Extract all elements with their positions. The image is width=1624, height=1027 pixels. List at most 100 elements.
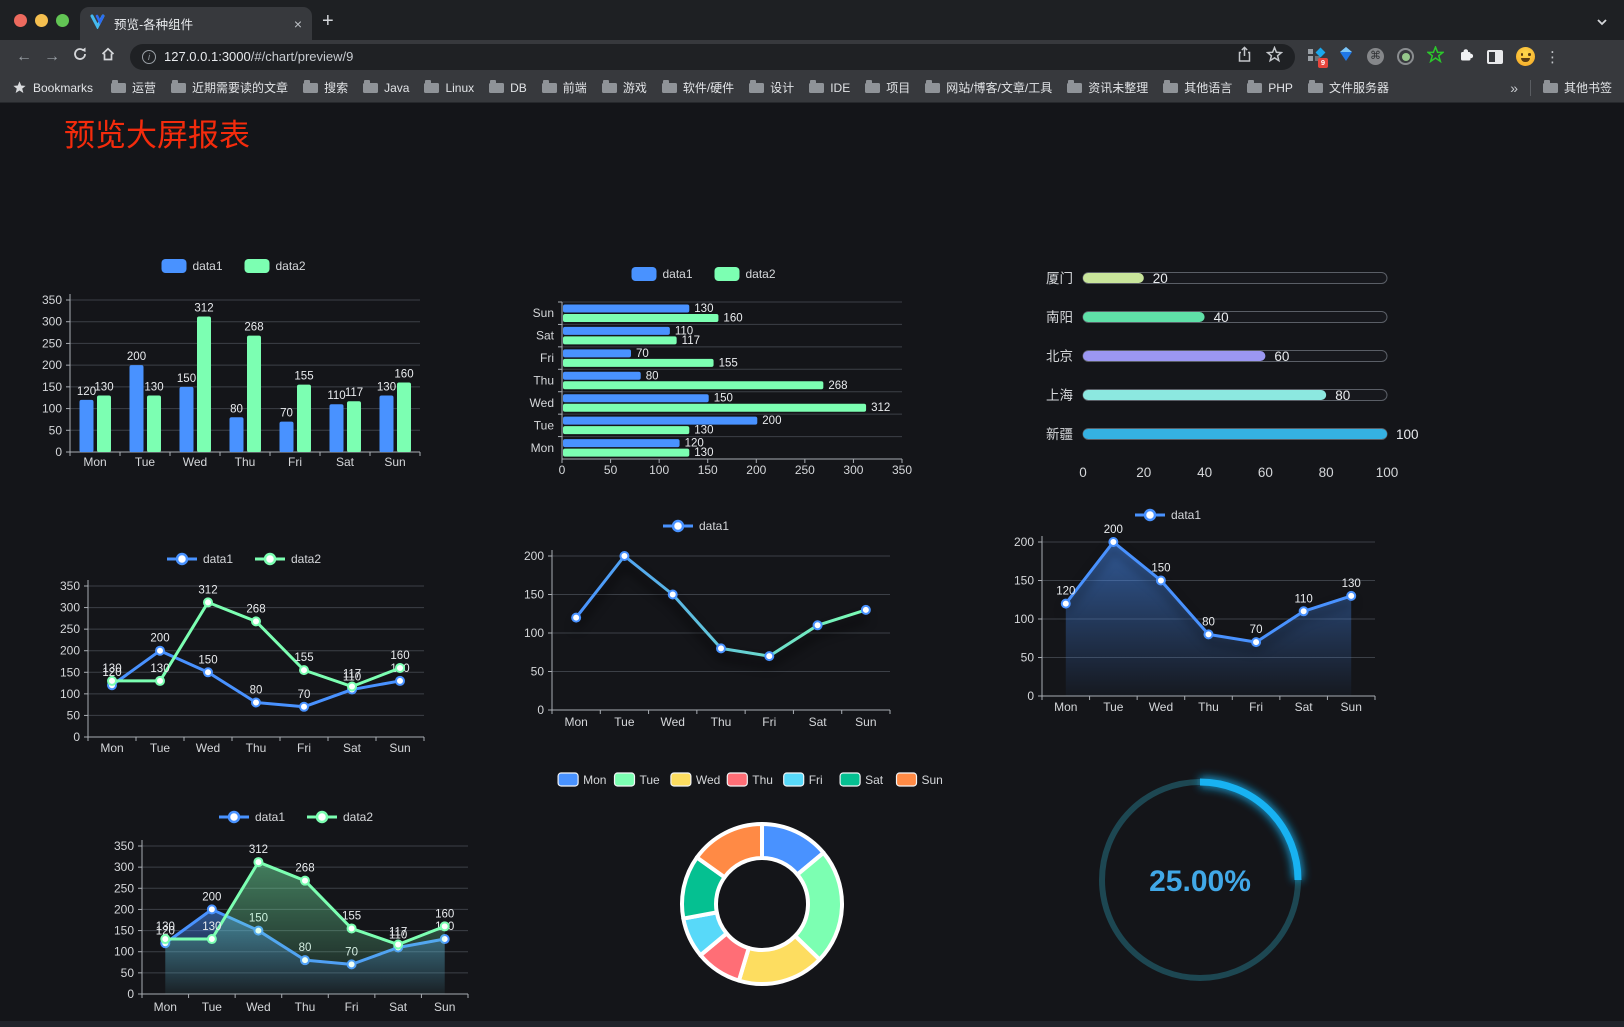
svg-text:130: 130: [1342, 578, 1361, 590]
bookmark-item[interactable]: 设计: [749, 79, 794, 96]
bookmark-item[interactable]: 运营: [111, 79, 156, 96]
bookmark-item[interactable]: 网站/博客/文章/工具: [925, 79, 1052, 96]
legend-item-data1[interactable]: data1: [161, 259, 223, 273]
svg-text:150: 150: [198, 654, 217, 666]
record-extension-icon[interactable]: [1397, 48, 1414, 65]
svg-text:150: 150: [60, 665, 80, 679]
bookmark-star-icon[interactable]: [1265, 45, 1284, 68]
chart-grouped-bar[interactable]: data1 data2 0 50 100 150 200 250 300 350 Mon Tue Wed…: [38, 244, 433, 476]
legend-item-Wed[interactable]: Wed: [670, 772, 720, 787]
extensions-puzzle-icon[interactable]: [1457, 46, 1474, 68]
legend-item-data2[interactable]: data2: [714, 267, 776, 281]
svg-text:200: 200: [1104, 524, 1123, 536]
svg-text:70: 70: [1250, 624, 1263, 636]
chart-progress-bars[interactable]: 厦门 20 南阳 40 北京 60 上海 80 新疆 100 0 20 40 60 80 100: [1040, 254, 1430, 489]
new-tab-button[interactable]: +: [322, 10, 334, 32]
chart-horizontal-bar[interactable]: data1 data2 Sun Sat Fri Thu Wed Tue Mon 0 50 100 150…: [503, 252, 912, 480]
side-panel-icon[interactable]: [1487, 49, 1503, 64]
bookmark-item[interactable]: Linux: [424, 80, 474, 95]
folder-icon: [1542, 80, 1558, 93]
svg-text:Mon: Mon: [531, 441, 554, 455]
chart-line-two-series[interactable]: data1 data2 0 50 100 150 200 250 300 350 Mon Tue Wed…: [56, 544, 436, 766]
svg-text:0: 0: [1079, 465, 1087, 480]
page-title: 预览大屏报表: [64, 118, 250, 153]
legend-item-data1[interactable]: data1: [631, 267, 693, 281]
bookmark-item[interactable]: 项目: [865, 79, 910, 96]
legend-item-data1[interactable]: data1: [167, 552, 233, 566]
legend-item-data2[interactable]: data2: [307, 810, 373, 824]
bookmarks-root[interactable]: Bookmarks: [12, 80, 93, 95]
gem-extension-icon[interactable]: [1338, 46, 1354, 67]
chart-gauge[interactable]: 25.00%: [1090, 769, 1310, 994]
bookmark-item[interactable]: Java: [363, 80, 409, 95]
chart-line-area-two[interactable]: data1 data2 0 50 100 150 200 250 300 350 Mon Tue Wed…: [108, 799, 488, 1027]
tab-close-icon[interactable]: ×: [293, 15, 302, 32]
svg-text:北京: 北京: [1046, 349, 1073, 364]
svg-text:data1: data1: [193, 259, 223, 273]
svg-text:data2: data2: [343, 810, 373, 824]
share-icon[interactable]: [1237, 45, 1252, 68]
site-info-icon[interactable]: i: [142, 49, 156, 64]
bookmark-item[interactable]: 游戏: [601, 79, 647, 96]
url-bar[interactable]: i 127.0.0.1:3000/#/chart/preview/9: [130, 43, 1295, 70]
bookmark-item[interactable]: 其他语言: [1163, 79, 1232, 96]
chart-doughnut[interactable]: Mon Tue Wed Thu Fri Sat Sun: [545, 744, 955, 994]
bookmark-item[interactable]: 资讯未整理: [1067, 79, 1148, 96]
chevron-down-icon[interactable]: [1596, 13, 1608, 31]
profile-avatar[interactable]: [1516, 47, 1535, 66]
svg-text:80: 80: [230, 403, 243, 415]
other-bookmarks[interactable]: 其他书签: [1542, 79, 1612, 96]
chart-line-gradient[interactable]: data1 0 50 100 150 200 Mon Tue Wed Thu Fri Sat Sun: [498, 497, 898, 737]
svg-text:155: 155: [294, 371, 313, 383]
svg-text:200: 200: [762, 415, 781, 427]
star-icon: [13, 81, 26, 93]
legend-item-Sun[interactable]: Sun: [895, 772, 943, 787]
svg-text:155: 155: [342, 910, 361, 922]
bookmark-item[interactable]: 近期需要读的文章: [171, 79, 288, 96]
folder-icon: [111, 80, 127, 93]
bookmark-item[interactable]: 软件/硬件: [661, 79, 734, 96]
back-button[interactable]: ←: [16, 47, 32, 65]
bookmark-item[interactable]: IDE: [809, 80, 850, 95]
zoom-window-button[interactable]: [56, 14, 69, 27]
legend-item-Thu[interactable]: Thu: [726, 772, 773, 787]
grid-extension-icon[interactable]: 9: [1307, 47, 1328, 68]
bookmark-item[interactable]: 前端: [541, 79, 587, 96]
svg-text:Thu: Thu: [533, 374, 554, 388]
command-extension-icon[interactable]: ⌘: [1367, 48, 1384, 65]
folder-icon: [171, 80, 187, 93]
forward-button[interactable]: →: [44, 47, 60, 65]
bookmark-item[interactable]: DB: [489, 80, 527, 95]
legend-item-Mon[interactable]: Mon: [557, 772, 606, 787]
svg-text:data1: data1: [699, 519, 729, 533]
legend-item-Tue[interactable]: Tue: [613, 772, 661, 787]
bookmark-item[interactable]: 搜索: [303, 79, 348, 96]
bookmarks-overflow-chevron[interactable]: »: [1510, 79, 1518, 96]
legend-item-data2[interactable]: data2: [255, 552, 321, 566]
svg-text:80: 80: [1319, 465, 1334, 480]
reload-button[interactable]: [66, 46, 94, 67]
tab-title: 预览-各种组件: [114, 18, 194, 32]
bookmark-item[interactable]: PHP: [1247, 80, 1293, 95]
legend-item-data1[interactable]: data1: [219, 810, 285, 824]
minimize-window-button[interactable]: [35, 14, 48, 27]
legend-item-data1[interactable]: data1: [663, 519, 729, 533]
svg-text:80: 80: [1335, 388, 1350, 403]
legend-item-Fri[interactable]: Fri: [783, 772, 823, 787]
home-button[interactable]: [94, 46, 122, 67]
green-star-extension-icon[interactable]: [1425, 44, 1446, 68]
chart-line-area[interactable]: data1 0 50 100 150 200 Mon Tue Wed Thu Fri Sat Sun 12…: [960, 489, 1380, 734]
svg-text:250: 250: [42, 336, 62, 350]
close-window-button[interactable]: [14, 14, 27, 27]
menu-kebab-icon[interactable]: ⋮: [1545, 48, 1560, 66]
svg-text:130: 130: [694, 425, 713, 437]
bookmark-item[interactable]: 文件服务器: [1307, 79, 1389, 96]
svg-text:200: 200: [127, 351, 146, 363]
legend-item-Sat[interactable]: Sat: [839, 772, 884, 787]
divider: [1529, 79, 1531, 96]
browser-tab[interactable]: 预览-各种组件 ×: [80, 7, 312, 40]
legend-item-data2[interactable]: data2: [244, 259, 306, 273]
legend-item-data1[interactable]: data1: [1135, 508, 1201, 522]
svg-text:Mon: Mon: [564, 715, 587, 729]
